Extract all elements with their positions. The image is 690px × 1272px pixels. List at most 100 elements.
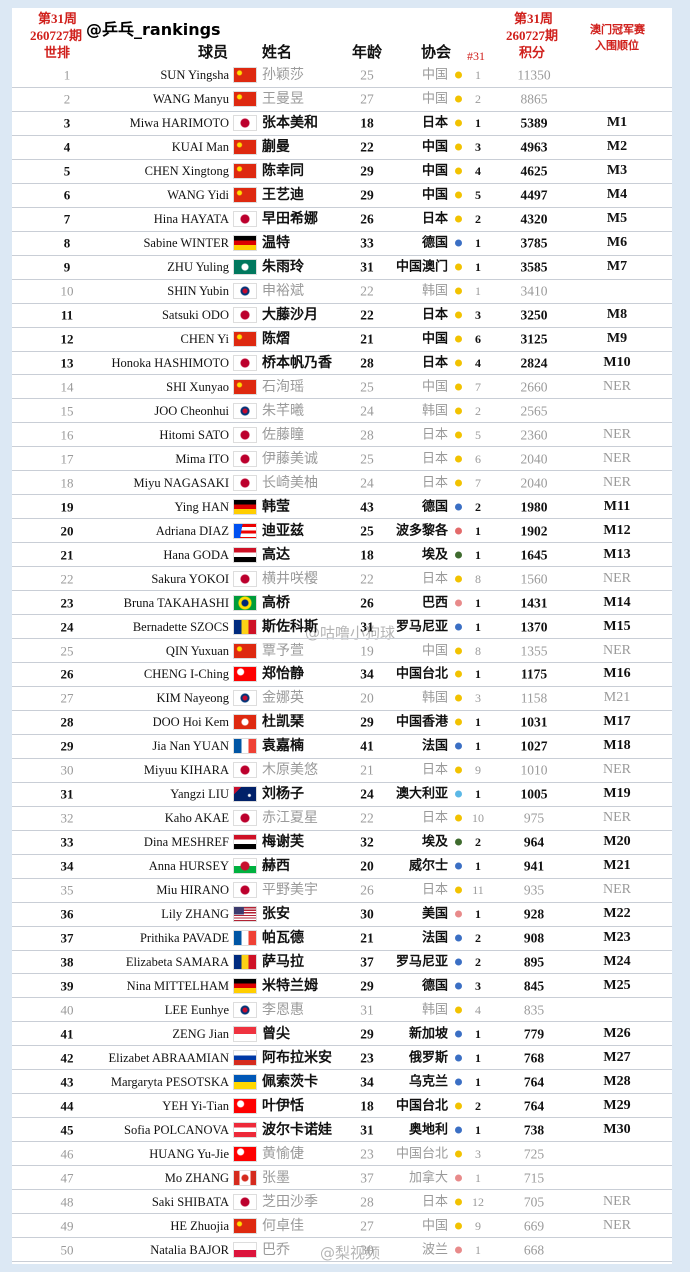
player-name-en: Honoka HASHIMOTO [111,355,229,370]
association: 日本 [421,451,448,467]
table-row: 4 KUAI Man 蒯曼 22 中国 3 4963 M2 [12,136,672,160]
macao-qualification: M13 [603,546,631,562]
age: 24 [360,403,374,419]
association: 中国 [421,1218,448,1234]
player-name-en: DOO Hoi Kem [152,715,229,730]
points: 2040 [520,451,548,467]
points: 8865 [520,91,548,107]
player-name-cn: 早田希娜 [262,211,318,228]
player-name-en: Prithika PAVADE [139,930,229,945]
association-rank: 1 [475,667,481,682]
table-row: 37 Prithika PAVADE 帕瓦德 21 法国 2 908 M23 [12,927,672,951]
association: 德国 [421,499,448,515]
association-dot [455,431,462,439]
player-name-en: Miu HIRANO [156,882,229,897]
flag [233,474,257,491]
player-name-cn: 张本美和 [262,115,318,132]
table-row: 12 CHEN Yi 陈熠 21 中国 6 3125 M9 [12,328,672,352]
association-rank: 12 [472,1194,484,1209]
flag [233,378,257,395]
macao-qualification: M14 [603,594,631,610]
flag [233,163,257,180]
flag [233,642,257,659]
age: 37 [360,954,374,970]
points-header: 积分 [519,45,546,60]
rank: 36 [60,906,74,922]
player-name-en: Saki SHIBATA [151,1194,229,1209]
association-rank: 1 [475,284,481,299]
player-name-cn: 覃予萱 [262,642,304,659]
association-rank: 1 [475,1050,481,1065]
player-name-en: Jia Nan YUAN [152,739,229,754]
rank: 2 [63,91,71,107]
association-dot [455,1222,462,1230]
assoc-header: 协会 [421,43,452,61]
table-row: 16 Hitomi SATO 佐藤瞳 28 日本 5 2360 NER [12,423,672,448]
flag [233,402,257,419]
association: 威尔士 [408,858,448,874]
table-row: 34 Anna HURSEY 赫西 20 威尔士 1 941 M21 [12,855,672,879]
association-rank: 1 [475,236,481,251]
rank: 42 [60,1050,74,1066]
rank: 15 [60,403,74,419]
points: 3250 [520,307,548,323]
flag [233,930,257,947]
macao-qualification: M23 [603,930,631,946]
table-row: 10 SHIN Yubin 申裕斌 22 韩国 1 3410 [12,280,672,304]
watermark: @梨视频 [320,1244,381,1262]
age: 37 [360,1169,374,1185]
player-name-cn: 佩索茨卡 [262,1073,318,1090]
points: 5389 [520,115,548,131]
flag [233,762,257,779]
association: 日本 [421,115,448,131]
association: 俄罗斯 [408,1050,448,1066]
table-row: 41 ZENG Jian 曾尖 29 新加坡 1 779 M26 [12,1022,672,1047]
association: 埃及 [421,834,448,850]
table-row: 42 Elizabet ABRAAMIAN 阿布拉米安 23 俄罗斯 1 768 M27 [12,1046,672,1071]
player-name-cn: 波尔卡诺娃 [262,1121,332,1138]
association-dot [455,718,462,726]
table-row: 35 Miu HIRANO 平野美宇 26 日本 11 935 NER [12,879,672,903]
player-name-en: Hina HAYATA [153,211,229,226]
age: 27 [360,91,374,107]
macao-qualification: NER [603,810,631,826]
association: 日本 [421,762,448,778]
points: 1158 [520,690,548,706]
table-row: 44 YEH Yi-Tian 叶伊恬 18 中国台北 2 764 M29 [12,1094,672,1119]
player-name-en: QIN Yuxuan [165,643,229,658]
association-rank: 2 [475,835,481,850]
table-row: 29 Jia Nan YUAN 袁嘉楠 41 法国 1 1027 M18 [12,735,672,759]
player-name-en: Yangzi LIU [170,787,229,802]
rank: 11 [60,307,74,323]
association-rank: 11 [472,883,484,898]
association-dot [455,167,462,175]
association-rank: 7 [475,379,481,394]
table-row: 43 Margaryta PESOTSKA 佩索茨卡 34 乌克兰 1 764 M28 [12,1070,672,1095]
association-rank: 5 [475,188,481,203]
player-name-cn: 王曼昱 [262,91,304,108]
association-dot [455,95,462,103]
age: 23 [360,1050,374,1066]
association-dot [455,407,462,415]
association-rank: 10 [472,811,484,826]
rank: 24 [60,619,74,635]
points: 738 [523,1121,545,1137]
points: 768 [523,1050,545,1066]
association-rank: 1 [475,859,481,874]
table-row: 50 Natalia BAJOR 巴乔 30 波兰 1 668 [12,1238,672,1262]
player-name-en: Margaryta PESOTSKA [110,1074,229,1089]
association-dot [455,982,462,990]
points: 3125 [520,331,548,347]
macao-qualification: M6 [606,235,628,251]
association-dot [455,790,462,798]
association-dot [455,1246,462,1253]
flag [233,906,257,923]
association-rank: 1 [475,595,481,610]
association: 日本 [421,882,448,898]
age: 24 [360,786,374,802]
rank: 49 [60,1218,74,1234]
points: 1010 [520,762,548,778]
macao-qualification: NER [603,1193,631,1209]
macao-qualification: M3 [606,163,628,179]
